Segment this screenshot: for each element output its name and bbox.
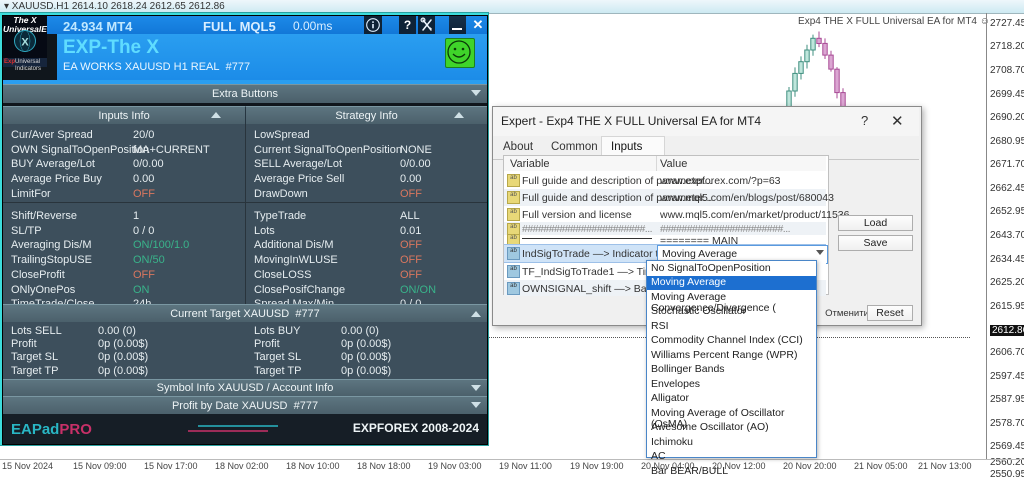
svg-text:X: X [21,37,29,49]
